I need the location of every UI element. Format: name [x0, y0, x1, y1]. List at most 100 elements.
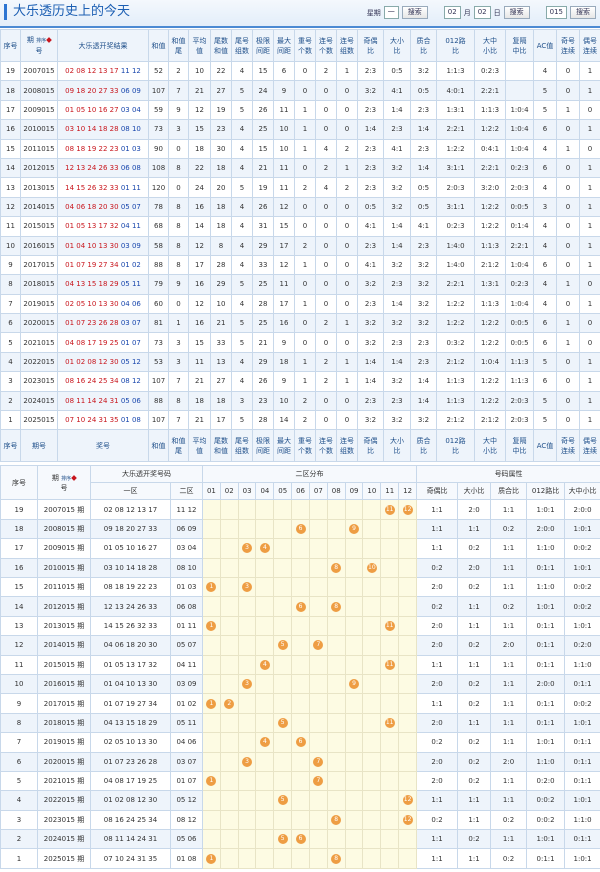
cell: 21 — [188, 80, 211, 101]
cell: 2 — [0, 390, 21, 412]
data-row: 1 2025015 期 07 10 24 31 35 01 08 1 8 1:1 1:1 0:2… — [0, 848, 600, 869]
cell: 1:1 — [490, 732, 528, 753]
dist-cell — [344, 499, 364, 520]
cell: 1:1 — [457, 518, 492, 540]
dist-cell: 6 — [291, 518, 310, 540]
cell: 2021015 期 — [37, 770, 91, 792]
cell: 1 — [579, 410, 600, 431]
dist-cell — [344, 538, 364, 559]
cell: 3:2 — [410, 274, 437, 295]
month-select[interactable]: 02 — [443, 6, 461, 19]
dist-cell — [398, 829, 418, 850]
dist-cell — [326, 693, 346, 714]
back-numbers: 05 12 — [120, 358, 141, 367]
header-line: 比 — [393, 446, 401, 455]
data-row: 11 2015015 01 05 13 17 32 04 11 68 8 14 18 4 31 1… — [0, 216, 600, 237]
header-line: 奇号 — [561, 436, 575, 445]
cell: 01 04 10 13 30 — [90, 673, 171, 695]
cell: 0:2:0 — [526, 770, 566, 792]
cell: 2:3 — [357, 99, 384, 121]
column-header: 极限 间距 — [252, 429, 274, 463]
dist-cell — [219, 499, 239, 520]
cell: 1 — [556, 274, 580, 295]
dist-cell — [255, 499, 275, 520]
dist-cell — [219, 848, 239, 869]
cell: 2008015 — [20, 80, 58, 101]
cell: 2:0 — [416, 770, 459, 792]
ball: 11 — [384, 659, 395, 670]
search-button[interactable]: 搜索 — [503, 6, 530, 19]
ball: 3 — [242, 756, 253, 767]
cell: 13 — [210, 351, 232, 373]
cell: 2 — [294, 177, 316, 198]
header-line: 比 — [393, 46, 401, 55]
cell: 04 13 15 18 29 — [90, 712, 171, 734]
cell: 4:0:1 — [436, 80, 475, 101]
sort-toggle[interactable]: 排序 — [61, 476, 76, 482]
dist-cell — [202, 732, 221, 753]
cell: 2015015 — [20, 216, 58, 237]
search-button[interactable]: 搜索 — [401, 6, 428, 19]
cell: 2:1:2 — [436, 351, 475, 373]
week-select[interactable]: 一 — [383, 6, 399, 19]
dist-cell — [398, 693, 418, 714]
cell: 1:1:3 — [436, 371, 475, 392]
cell: 2:3 — [357, 60, 384, 82]
ball: 5 — [277, 640, 288, 651]
cell: 2024015 — [20, 390, 58, 412]
dist-cell: 1 — [202, 770, 221, 792]
dist-cell — [326, 499, 346, 520]
back-numbers: 05 06 — [120, 396, 141, 405]
cell: 01 03 — [170, 576, 203, 598]
cell: 1:1 — [457, 596, 492, 617]
cell: 0:5 — [410, 196, 437, 218]
dist-cell: 1 — [202, 693, 221, 714]
data-row: 10 2016015 期 01 04 10 13 30 03 09 3 9 2:0 0:2 1:… — [0, 673, 600, 695]
cell: 1:0:1 — [564, 848, 600, 869]
dist-cell — [237, 499, 257, 520]
cell: 5 — [231, 99, 253, 121]
column-header: 12 — [398, 482, 418, 501]
header-line: 极限 — [256, 36, 270, 45]
dist-cell — [308, 576, 328, 598]
back-numbers: 01 02 — [120, 261, 141, 270]
sort-toggle[interactable]: 排序 — [36, 38, 51, 44]
cell: 52 — [148, 60, 169, 82]
group-header: 号码属性 — [416, 465, 600, 484]
column-header: 大小比 — [383, 29, 411, 62]
dist-cell — [398, 751, 418, 772]
cell: 01 07 — [170, 770, 203, 792]
dist-cell — [344, 770, 364, 792]
ball: 6 — [295, 524, 306, 534]
dist-cell — [308, 790, 328, 811]
cell: 1 — [579, 390, 600, 412]
cell: 8 — [168, 390, 189, 412]
dist-cell: 8 — [326, 848, 346, 869]
cell: 03 04 — [170, 538, 203, 559]
cell: 1:1:0 — [564, 654, 600, 675]
cell: 1:1 — [416, 518, 459, 540]
search-button[interactable]: 搜索 — [570, 6, 596, 19]
cell: 1 — [579, 235, 600, 256]
issue-input[interactable]: 015 — [545, 6, 567, 19]
cell: 2:3 — [357, 177, 384, 198]
dist-cell — [398, 673, 418, 695]
header-line: 尾 — [175, 46, 182, 55]
cell: 3:2 — [357, 410, 384, 431]
back-numbers: 04 06 — [120, 299, 141, 308]
cell: 0 — [315, 119, 337, 140]
cell: 0 — [336, 99, 358, 121]
ball: 12 — [402, 795, 413, 806]
cell: 9 — [0, 254, 21, 276]
cell: 1:0:1 — [564, 790, 600, 811]
column-header: 偶号 连续 — [579, 429, 600, 463]
header-row: 序号期 排序号大乐透开奖结果 和值 和值尾平均值尾数 和值 尾号 组数 极限 间距 最大 间距 重号… — [0, 29, 600, 62]
cell: 3:2 — [357, 80, 384, 101]
cell: 1 — [556, 138, 580, 159]
day-select[interactable]: 02 — [473, 6, 491, 19]
cell: 08 12 — [170, 809, 203, 831]
draw-result: 08 11 14 24 31 05 06 — [57, 390, 149, 412]
dist-cell: 7 — [308, 751, 328, 772]
column-header: 连号 个数 — [315, 29, 337, 62]
cell: 5 — [533, 351, 557, 373]
